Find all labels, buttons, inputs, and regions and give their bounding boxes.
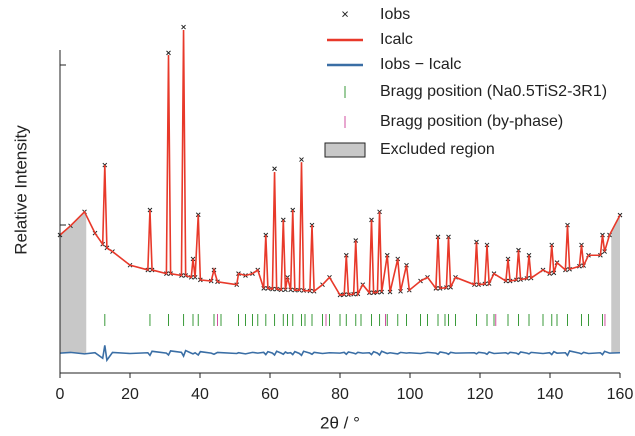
excluded-region <box>60 211 87 354</box>
legend-label: Bragg position (Na0.5TiS2-3R1) <box>380 83 607 100</box>
legend-marker: × <box>341 6 349 21</box>
legend-label: Iobs <box>380 6 410 23</box>
x-tick-label: 40 <box>191 386 209 403</box>
x-tick-label: 120 <box>467 386 494 403</box>
legend-label: Iobs − Icalc <box>380 56 461 73</box>
x-tick-label: 20 <box>121 386 139 403</box>
legend-label: Bragg position (by-phase) <box>380 113 563 130</box>
x-tick-label: 0 <box>56 386 65 403</box>
obs-marker <box>181 24 186 30</box>
obs-marker <box>166 50 171 56</box>
legend-swatch <box>324 142 366 158</box>
x-tick-label: 140 <box>537 386 564 403</box>
obs-marker <box>272 166 277 172</box>
legend-label: Excluded region <box>380 141 495 158</box>
y-axis-label: Relative Intensity <box>11 125 30 255</box>
x-axis-label: 2θ / ° <box>320 413 360 432</box>
x-tick-label: 100 <box>397 386 424 403</box>
calc-line <box>59 30 621 297</box>
obs-marker <box>299 157 304 162</box>
legend-label: Icalc <box>380 31 413 48</box>
excluded-region <box>611 215 620 354</box>
x-tick-label: 80 <box>331 386 349 403</box>
x-tick-label: 160 <box>607 386 634 403</box>
diff-line <box>59 345 621 363</box>
x-tick-label: 60 <box>261 386 279 403</box>
